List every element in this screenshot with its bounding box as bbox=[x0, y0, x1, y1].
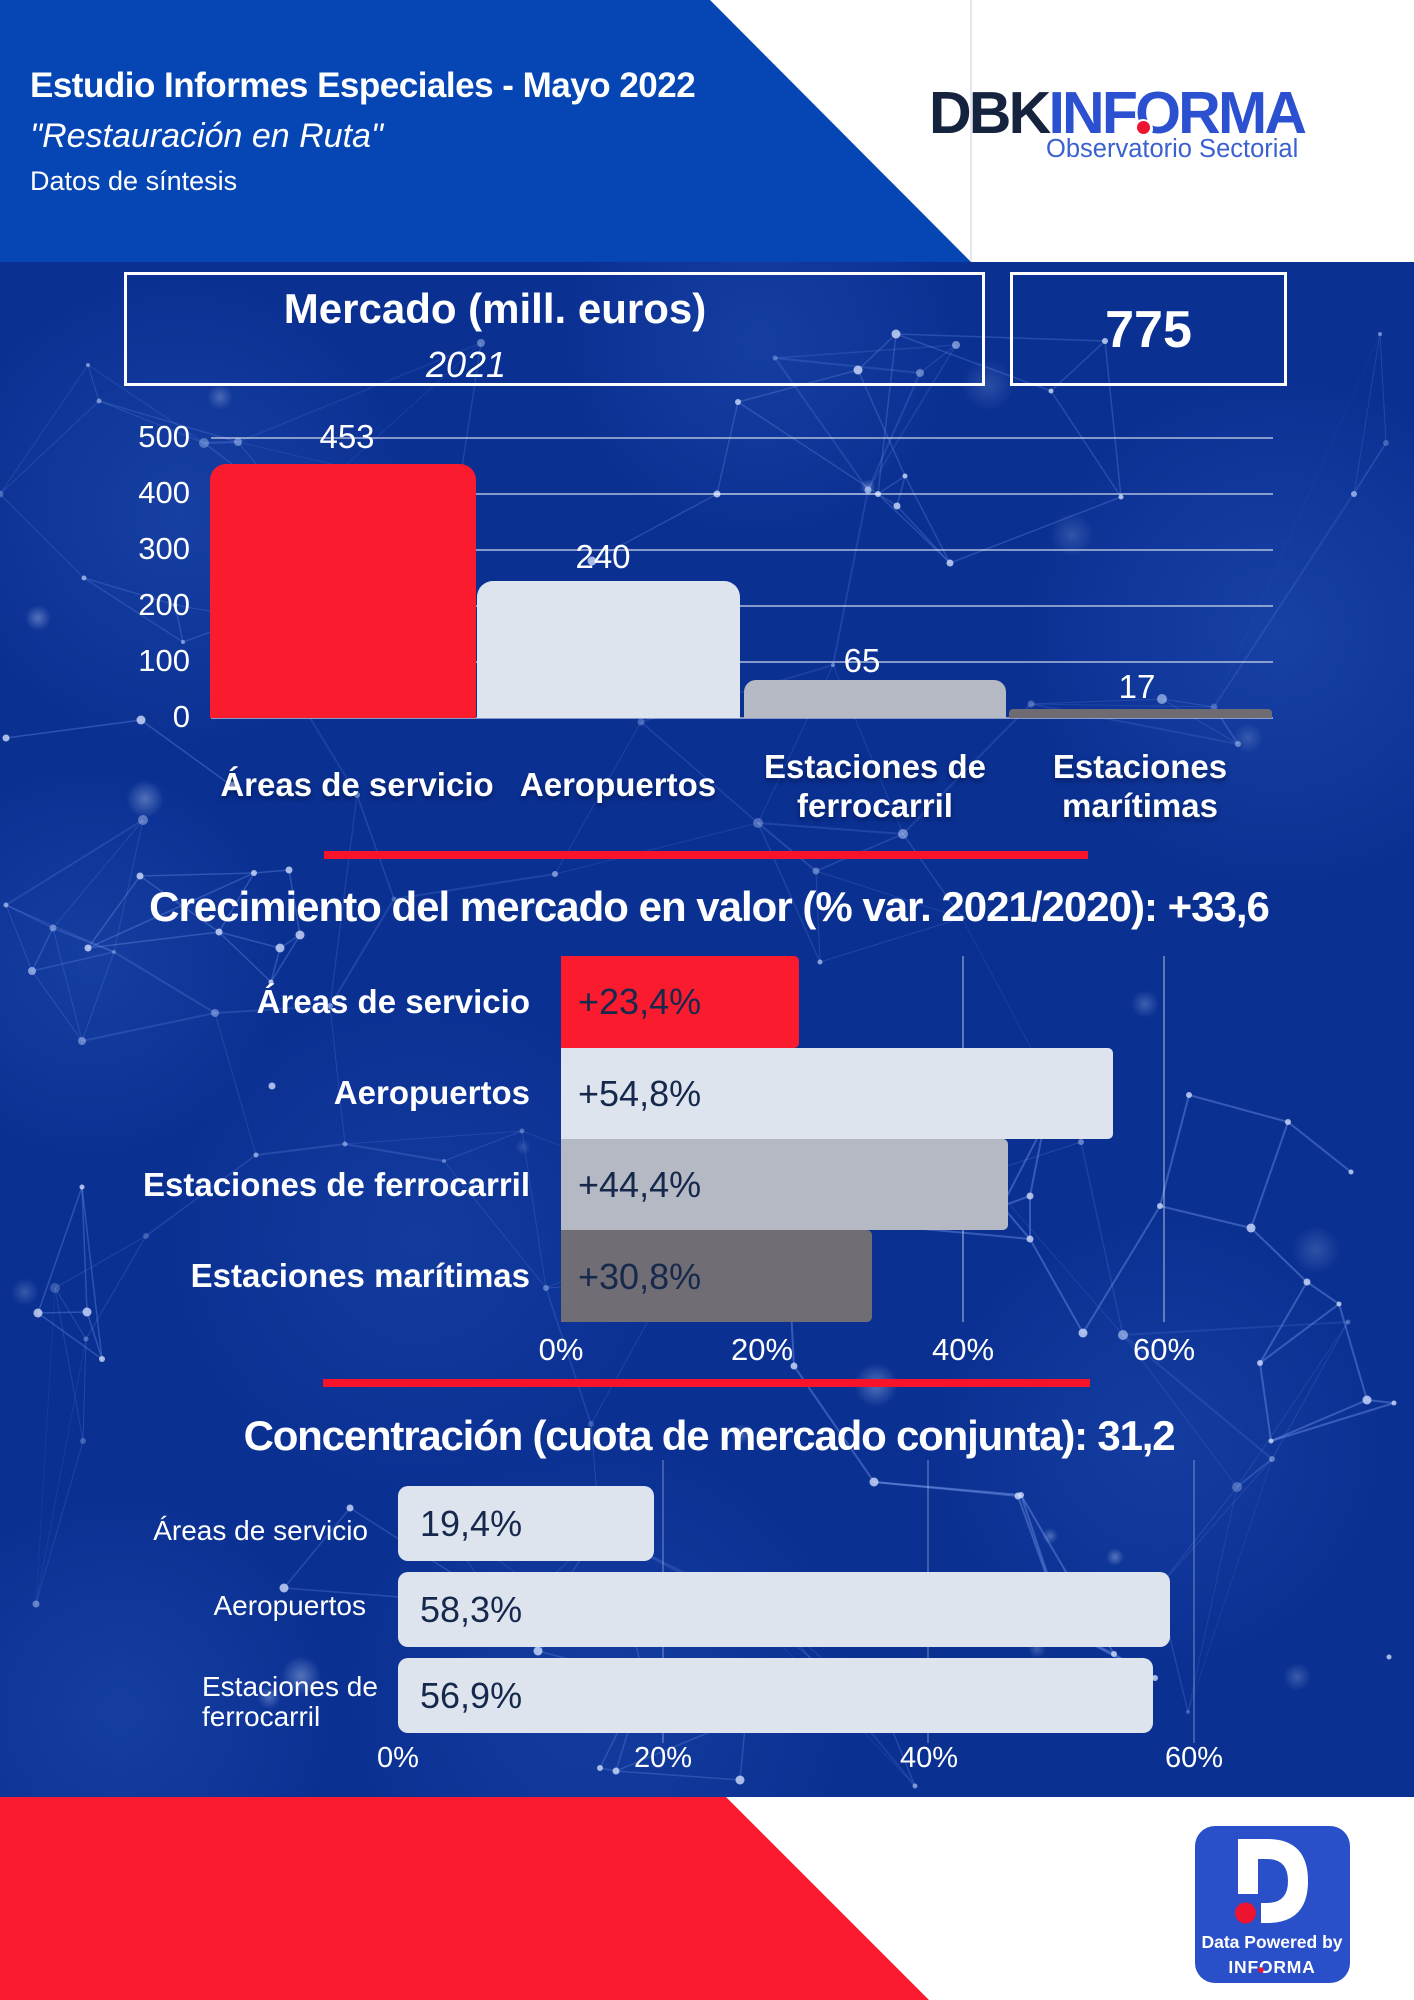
svg-text:Data Powered by: Data Powered by bbox=[1201, 1932, 1342, 1952]
svg-text:INFORMA: INFORMA bbox=[1228, 1957, 1315, 1977]
